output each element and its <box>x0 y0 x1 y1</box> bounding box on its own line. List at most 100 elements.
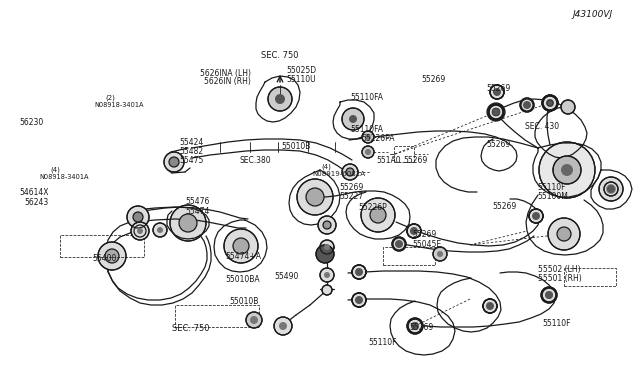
Circle shape <box>320 240 334 254</box>
Text: 55110U: 55110U <box>286 75 316 84</box>
Text: 55110FA: 55110FA <box>351 93 384 102</box>
Text: 55110F: 55110F <box>368 338 397 347</box>
Circle shape <box>105 249 119 263</box>
Text: 55476: 55476 <box>186 197 210 206</box>
Circle shape <box>410 227 418 235</box>
Text: 55269: 55269 <box>486 140 511 149</box>
Text: 551A0: 551A0 <box>376 156 401 165</box>
Circle shape <box>316 245 334 263</box>
Bar <box>564 268 616 286</box>
Circle shape <box>607 185 615 193</box>
Circle shape <box>324 272 330 278</box>
Text: 55269: 55269 <box>403 156 428 165</box>
Text: 55010B: 55010B <box>229 297 259 306</box>
Text: 55474: 55474 <box>186 207 210 216</box>
Text: SEC. 750: SEC. 750 <box>172 324 209 333</box>
Circle shape <box>233 238 249 254</box>
Circle shape <box>407 224 421 238</box>
Bar <box>175 305 259 327</box>
Text: 55424: 55424 <box>179 138 204 147</box>
Circle shape <box>542 288 556 302</box>
Bar <box>394 146 414 162</box>
Circle shape <box>546 99 554 107</box>
Circle shape <box>492 108 500 116</box>
Text: 55269: 55269 <box>413 230 437 239</box>
Bar <box>60 235 144 257</box>
Circle shape <box>561 164 573 176</box>
Circle shape <box>493 88 501 96</box>
Circle shape <box>548 218 580 250</box>
Circle shape <box>306 188 324 206</box>
Circle shape <box>137 228 143 234</box>
Circle shape <box>606 184 616 194</box>
Text: 55475: 55475 <box>179 156 204 165</box>
Circle shape <box>365 134 371 140</box>
Circle shape <box>275 94 285 104</box>
Circle shape <box>134 225 146 237</box>
Circle shape <box>492 108 500 116</box>
Circle shape <box>561 100 575 114</box>
Text: SEC. 430: SEC. 430 <box>525 122 559 131</box>
Text: 55025D: 55025D <box>286 66 316 75</box>
Circle shape <box>490 85 504 99</box>
Circle shape <box>320 268 334 282</box>
Text: 55269: 55269 <box>339 183 364 192</box>
Circle shape <box>164 152 184 172</box>
Circle shape <box>492 108 500 116</box>
Circle shape <box>557 227 571 241</box>
Text: (2): (2) <box>106 94 115 101</box>
Circle shape <box>433 247 447 261</box>
Text: 55502 (LH): 55502 (LH) <box>538 265 580 274</box>
Text: 55110F: 55110F <box>543 319 572 328</box>
Circle shape <box>553 156 581 184</box>
Text: 55269: 55269 <box>421 75 445 84</box>
Circle shape <box>352 293 366 307</box>
Circle shape <box>545 291 553 299</box>
Text: 54614X: 54614X <box>19 188 49 197</box>
Circle shape <box>483 299 497 313</box>
Text: N08918-3401A: N08918-3401A <box>40 174 89 180</box>
Text: SEC. 750: SEC. 750 <box>261 51 299 60</box>
Circle shape <box>541 287 557 303</box>
Text: (4): (4) <box>321 163 331 170</box>
Circle shape <box>393 238 405 250</box>
Circle shape <box>352 265 366 279</box>
Circle shape <box>352 265 366 279</box>
Circle shape <box>521 99 533 111</box>
Circle shape <box>179 214 197 232</box>
Circle shape <box>153 223 167 237</box>
Circle shape <box>545 291 553 299</box>
Circle shape <box>362 146 374 158</box>
Text: 5626INA (LH): 5626INA (LH) <box>200 69 252 78</box>
Circle shape <box>324 244 330 250</box>
Circle shape <box>370 207 386 223</box>
Text: (4): (4) <box>50 166 60 173</box>
Text: 55269: 55269 <box>486 84 511 93</box>
Circle shape <box>529 209 543 223</box>
Text: 55269: 55269 <box>493 202 517 211</box>
Circle shape <box>250 316 258 324</box>
Circle shape <box>520 98 534 112</box>
Circle shape <box>494 89 500 95</box>
Text: 55490: 55490 <box>274 272 298 280</box>
Text: 55474+A: 55474+A <box>225 252 261 261</box>
Text: 56230: 56230 <box>19 118 44 127</box>
Circle shape <box>349 115 357 123</box>
Text: 55110F: 55110F <box>538 183 566 192</box>
Circle shape <box>323 221 331 229</box>
Circle shape <box>604 182 618 196</box>
Circle shape <box>342 164 358 180</box>
Circle shape <box>127 206 149 228</box>
Circle shape <box>547 100 553 106</box>
Text: 55010B: 55010B <box>282 142 311 151</box>
Circle shape <box>542 95 558 111</box>
Circle shape <box>352 293 366 307</box>
Circle shape <box>246 312 262 328</box>
Circle shape <box>523 101 531 109</box>
Circle shape <box>361 198 395 232</box>
Text: 55226P: 55226P <box>358 203 387 212</box>
Text: N08919-6081A: N08919-6081A <box>312 171 365 177</box>
Circle shape <box>224 229 258 263</box>
Circle shape <box>489 105 503 119</box>
Circle shape <box>539 142 595 198</box>
